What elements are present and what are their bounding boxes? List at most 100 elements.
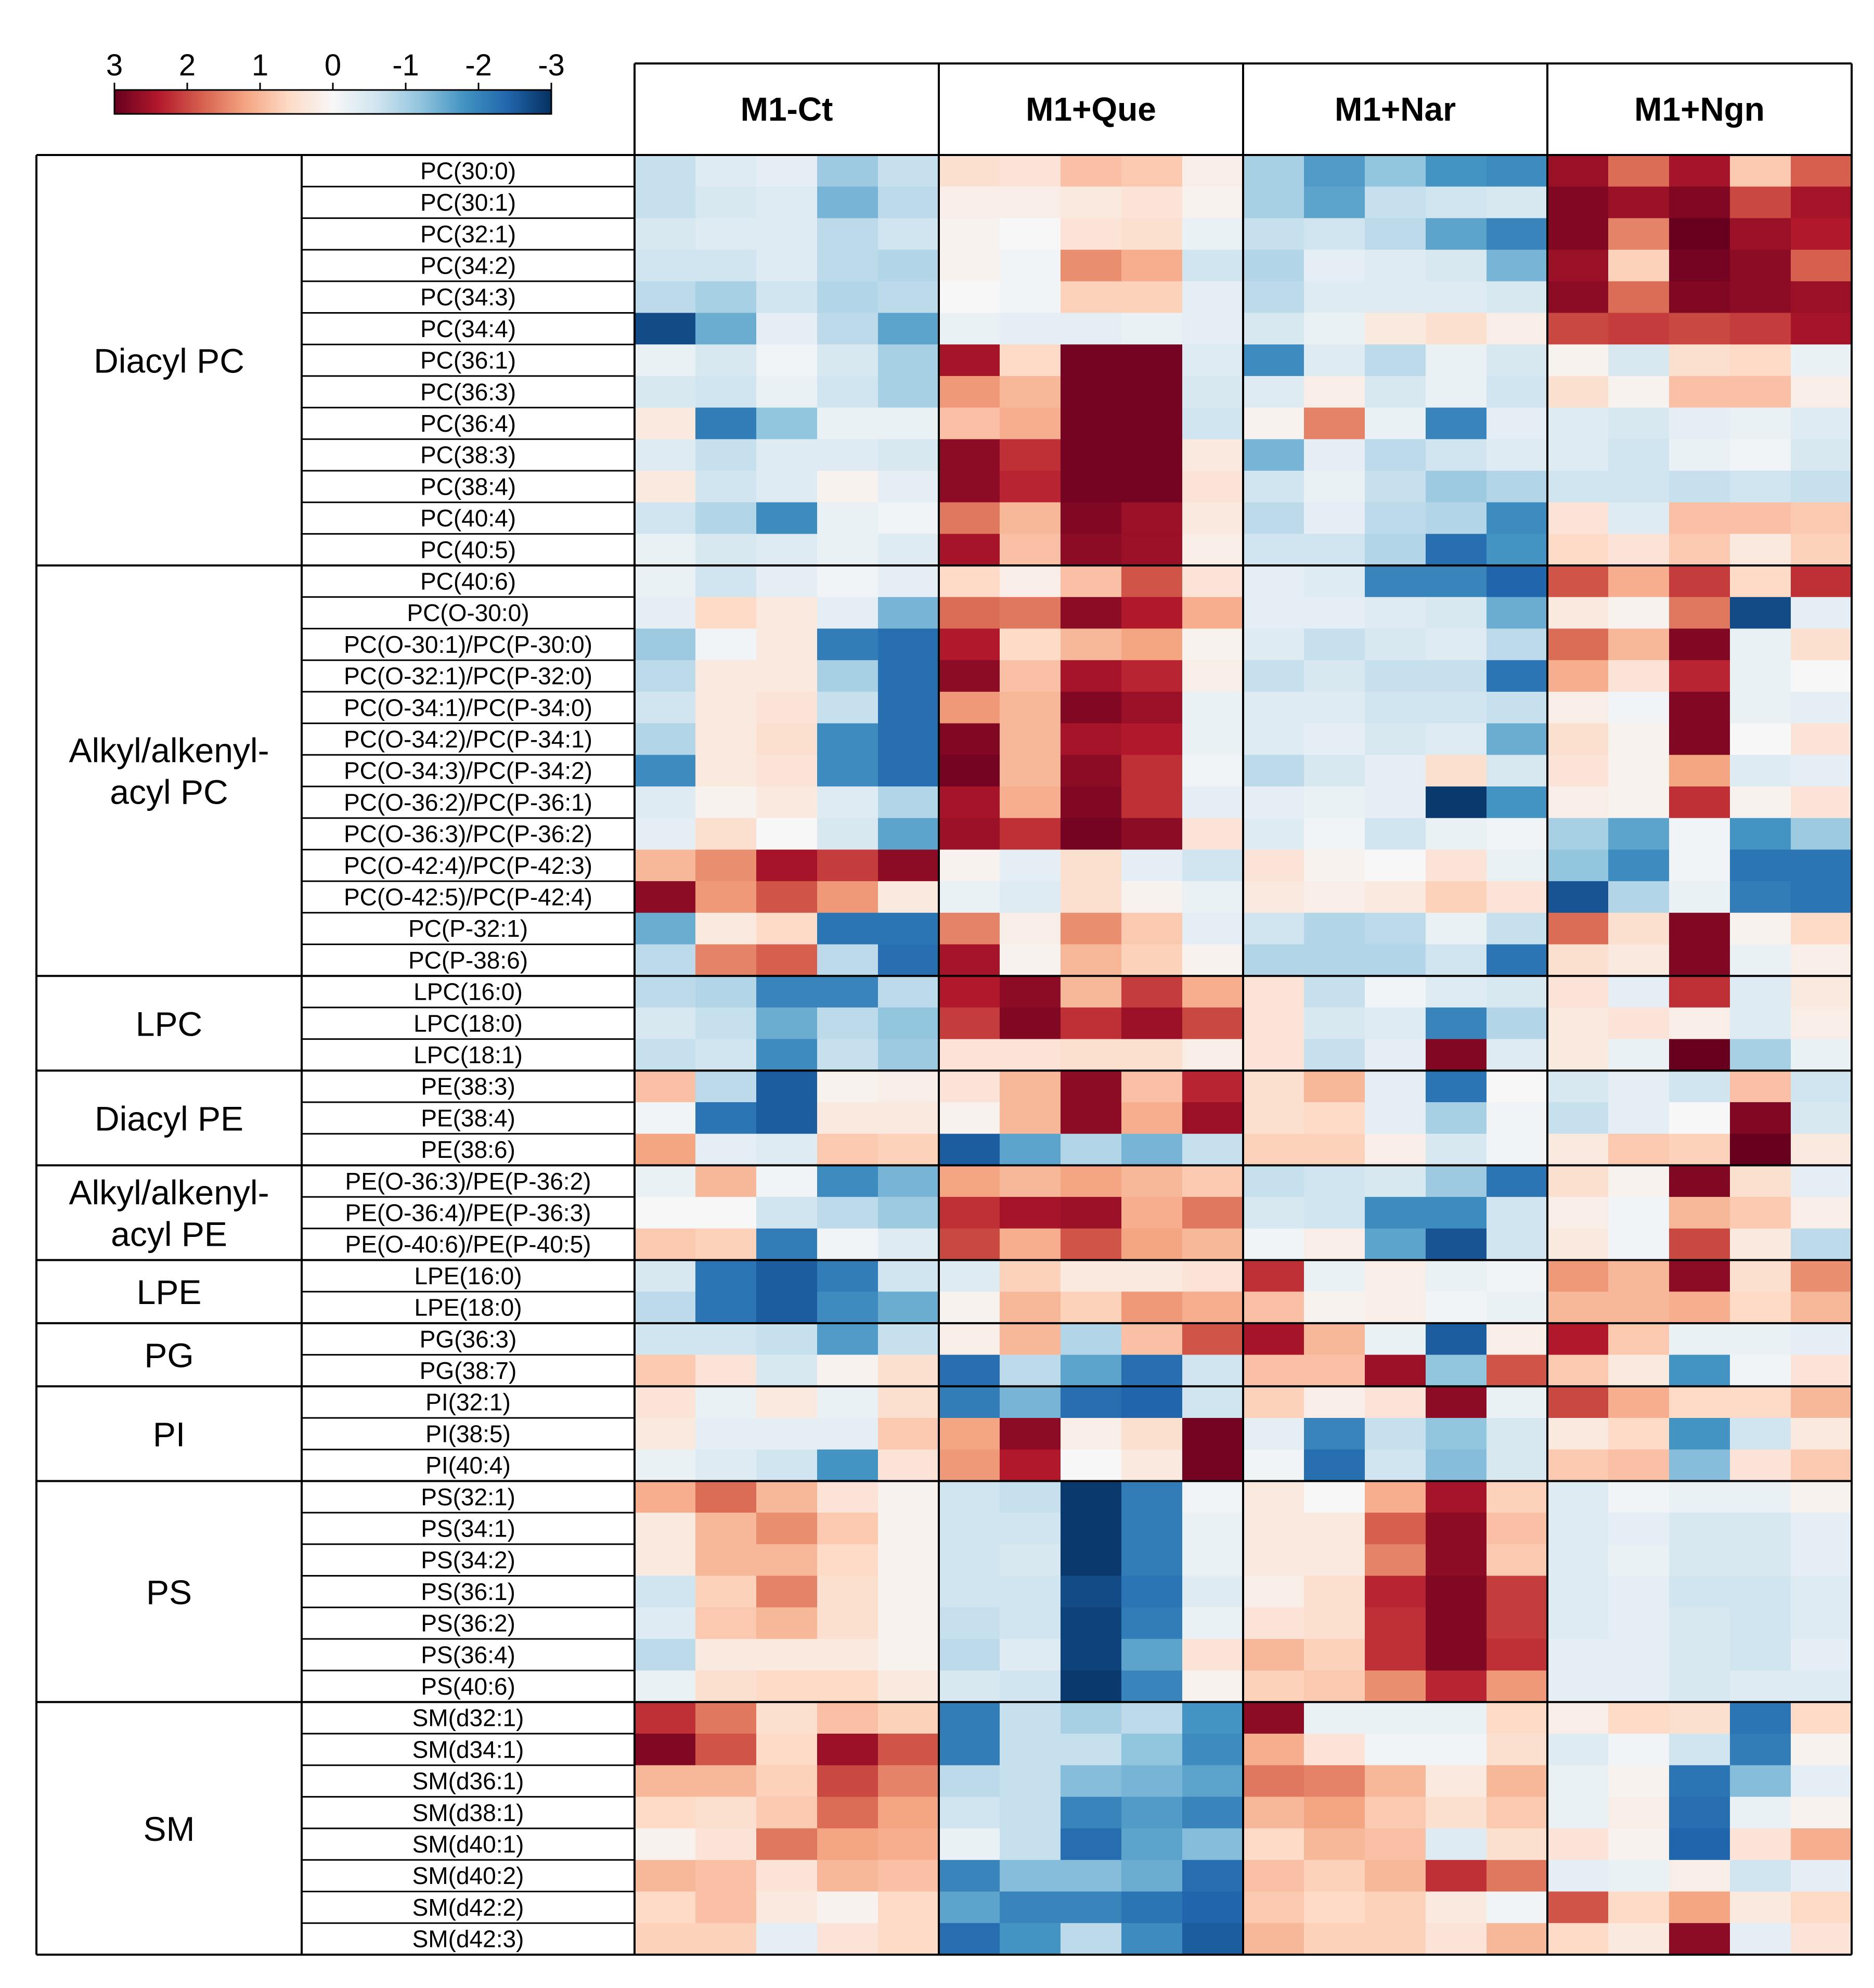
heatmap-cell (1061, 155, 1122, 187)
heatmap-cell (1182, 1860, 1244, 1892)
heatmap-cell (1487, 1292, 1548, 1324)
heatmap-cell (817, 1607, 878, 1640)
heatmap-cell (1669, 1039, 1730, 1071)
heatmap-cell (1669, 155, 1730, 187)
heatmap-cell (1426, 1133, 1487, 1166)
heatmap-cell (1365, 1070, 1426, 1103)
heatmap-cell (1182, 1133, 1244, 1166)
heatmap-cell (1547, 439, 1609, 471)
heatmap-cell (817, 1797, 878, 1829)
heatmap-cell (817, 155, 878, 187)
heatmap-cell (1000, 1228, 1061, 1261)
heatmap-cell (1426, 723, 1487, 755)
heatmap-cell (1730, 1260, 1791, 1292)
heatmap-cell (1365, 1670, 1426, 1702)
heatmap-cell (1243, 1292, 1304, 1324)
heatmap-cell (1121, 1165, 1183, 1197)
heatmap-cell (1000, 1765, 1061, 1797)
heatmap-cell (1000, 1734, 1061, 1766)
heatmap-cell (1730, 407, 1791, 440)
heatmap-cell (695, 1386, 757, 1418)
row-label: PC(40:4) (420, 505, 516, 532)
heatmap-cell (1182, 186, 1244, 218)
heatmap-cell (1547, 1070, 1609, 1103)
heatmap-cell (635, 1891, 696, 1924)
heatmap-cell (1182, 1039, 1244, 1071)
heatmap-cell (1121, 1418, 1183, 1450)
heatmap-cell (1547, 660, 1609, 692)
heatmap-cell (1121, 1670, 1183, 1702)
heatmap-cell (1121, 597, 1183, 629)
heatmap-cell (939, 660, 1000, 692)
heatmap-cell (1365, 155, 1426, 187)
heatmap-cell (878, 818, 939, 850)
heatmap-cell (1000, 1638, 1061, 1671)
heatmap-cell (1426, 755, 1487, 787)
heatmap-cell (1487, 944, 1548, 976)
heatmap-cell (1121, 1228, 1183, 1261)
heatmap-cell (1000, 1797, 1061, 1829)
heatmap-cell (1791, 1449, 1852, 1481)
heatmap-cell (635, 881, 696, 913)
colorbar-tick-label: -1 (392, 48, 419, 82)
heatmap-cell (695, 1734, 757, 1766)
heatmap-cell (1608, 1386, 1670, 1418)
heatmap-cell (878, 502, 939, 534)
heatmap-cell (756, 660, 818, 692)
heatmap-cell (1365, 660, 1426, 692)
heatmap-cell (817, 250, 878, 282)
heatmap-cell (1365, 1544, 1426, 1577)
heatmap-cell (1365, 471, 1426, 503)
heatmap-cell (695, 155, 757, 187)
heatmap-cell (756, 597, 818, 629)
heatmap-cell (1426, 1418, 1487, 1450)
heatmap-cell (756, 1702, 818, 1734)
heatmap-cell (635, 439, 696, 471)
heatmap-cell (635, 1070, 696, 1103)
heatmap-cell (1487, 1860, 1548, 1892)
heatmap-cell (1547, 1197, 1609, 1229)
heatmap-cell (1365, 1197, 1426, 1229)
heatmap-cell (1182, 1923, 1244, 1955)
heatmap-cell (1608, 1197, 1670, 1229)
heatmap-cell (635, 723, 696, 755)
heatmap-cell (1365, 1039, 1426, 1071)
heatmap-cell (1061, 1607, 1122, 1640)
heatmap-cell (1730, 250, 1791, 282)
heatmap-cell (1182, 1228, 1244, 1261)
heatmap-cell (1487, 786, 1548, 819)
heatmap-cell (1547, 1449, 1609, 1481)
heatmap-cell (635, 976, 696, 1008)
heatmap-cell (1791, 1260, 1852, 1292)
heatmap-cell (1061, 1891, 1122, 1924)
heatmap-cell (1730, 1102, 1791, 1134)
heatmap-cell (1669, 1070, 1730, 1103)
heatmap-cell (1365, 1165, 1426, 1197)
heatmap-cell (1061, 1228, 1122, 1261)
heatmap-cell (635, 755, 696, 787)
heatmap-cell (1669, 628, 1730, 661)
heatmap-cell (1608, 976, 1670, 1008)
heatmap-cell (635, 1039, 696, 1071)
heatmap-cell (1487, 912, 1548, 945)
heatmap-cell (878, 313, 939, 345)
heatmap-cell (1669, 1481, 1730, 1513)
heatmap-cell (1304, 660, 1365, 692)
heatmap-cell (1182, 565, 1244, 598)
heatmap-cell (1182, 1323, 1244, 1356)
heatmap-cell (1487, 281, 1548, 314)
heatmap-cell (1669, 1292, 1730, 1324)
heatmap-cell (1547, 155, 1609, 187)
group-label: Diacyl PC (94, 342, 244, 380)
heatmap-cell (939, 155, 1000, 187)
heatmap-cell (1608, 1260, 1670, 1292)
heatmap-cell (1061, 1576, 1122, 1608)
heatmap-cell (1365, 218, 1426, 250)
heatmap-cell (1304, 976, 1365, 1008)
heatmap-cell (756, 818, 818, 850)
heatmap-cell (1669, 786, 1730, 819)
heatmap-cell (1000, 1544, 1061, 1577)
heatmap-cell (1365, 597, 1426, 629)
heatmap-cell (1365, 628, 1426, 661)
heatmap-cell (695, 1765, 757, 1797)
